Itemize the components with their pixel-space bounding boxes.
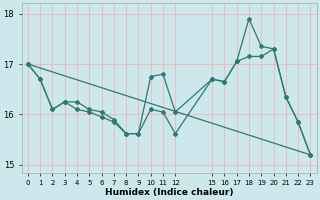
X-axis label: Humidex (Indice chaleur): Humidex (Indice chaleur)	[105, 188, 233, 197]
